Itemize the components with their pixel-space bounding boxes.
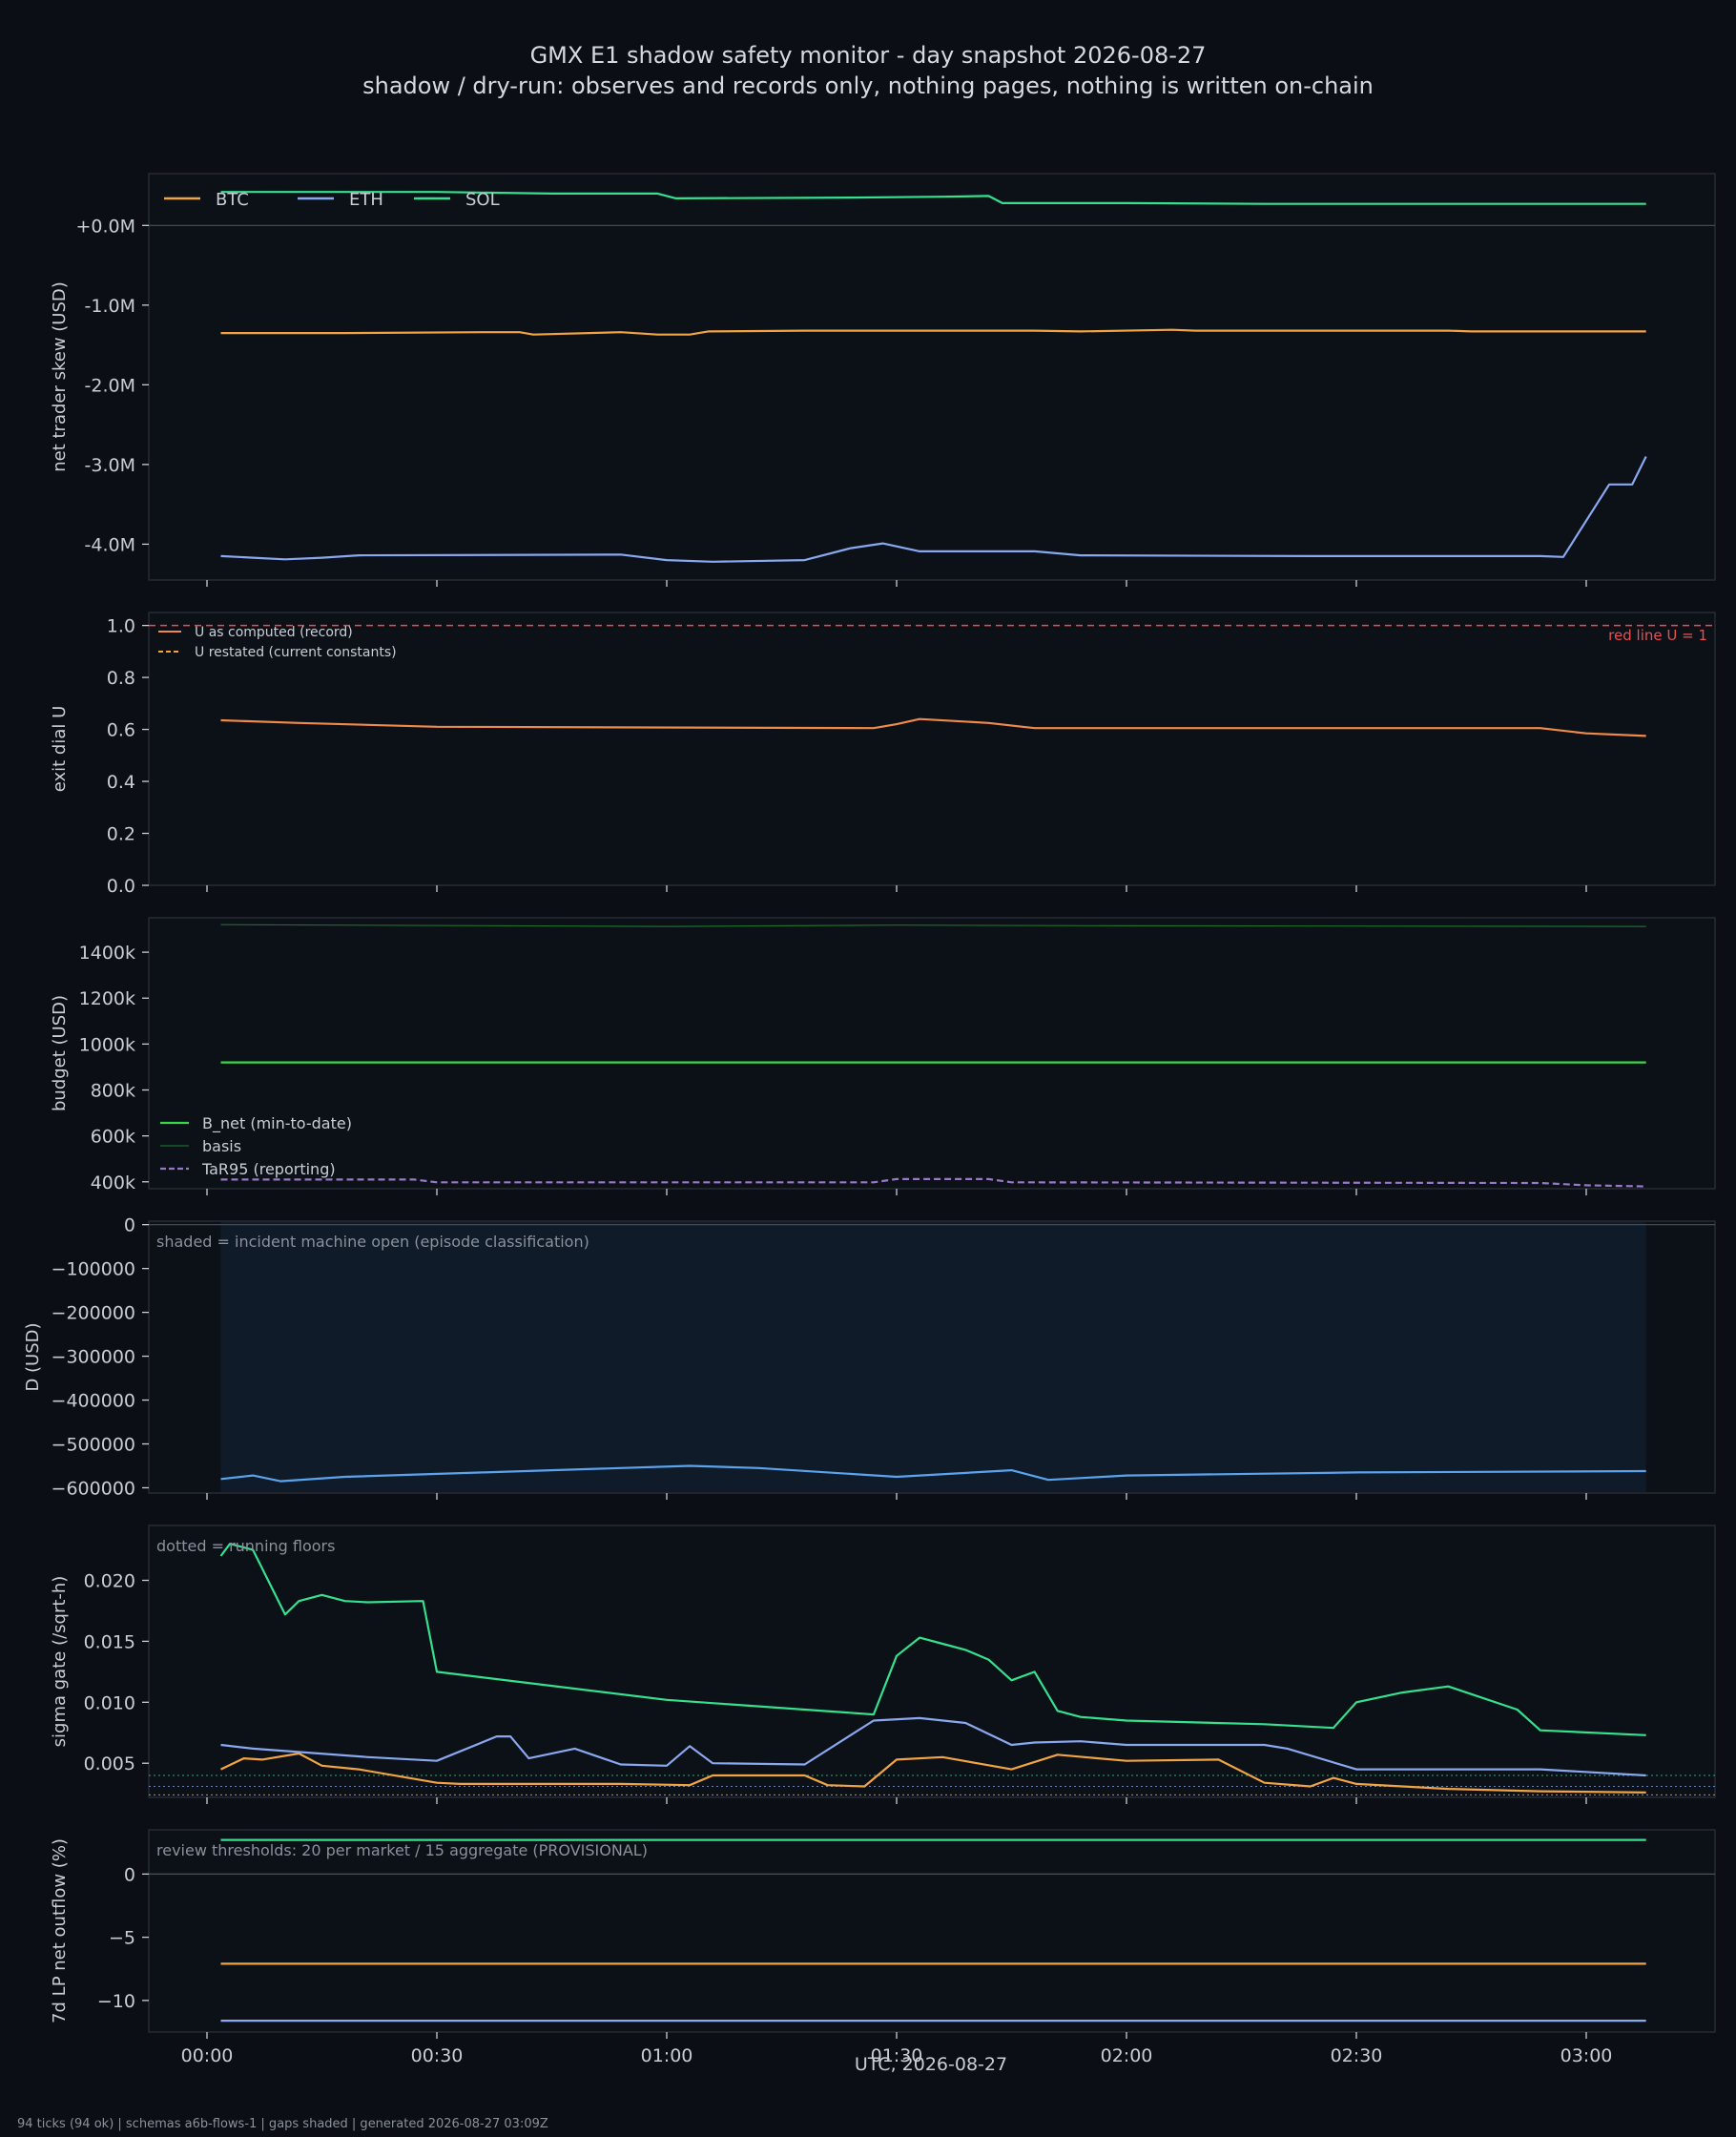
x-axis: 00:00 00:30 01:00 01:30 02:00 02:30 03:00 (181, 2045, 1613, 2066)
chart-subtitle: shadow / dry-run: observes and records o… (362, 73, 1374, 99)
x-tick-label: 00:00 (181, 2045, 234, 2066)
panel-annotation: shaded = incident machine open (episode … (156, 1233, 589, 1251)
panel-4: 0 −100000 −200000 −300000 −400000 −500000 −600… (23, 1215, 1716, 1500)
y-tick-label: 1000k (79, 1034, 135, 1055)
y-tick-label: 400k (91, 1172, 135, 1193)
panel-5: 0.005 0.010 0.015 0.020 sigma gate (/sqrt-h)… (50, 1525, 1716, 1804)
panel-annotation: review thresholds: 20 per market / 15 ag… (156, 1841, 648, 1859)
series-line-btc (220, 1752, 1646, 1794)
y-tick-label: 0.2 (107, 824, 135, 845)
y-axis-label: sigma gate (/sqrt-h) (50, 1576, 70, 1748)
legend-entry: ETH (349, 190, 383, 210)
x-tick-label: 01:00 (641, 2045, 693, 2066)
y-tick-label: 0.015 (84, 1631, 135, 1652)
y-tick-label: -2.0M (85, 375, 135, 396)
x-tick-label: 03:00 (1560, 2045, 1613, 2066)
legend-entry: BTC (216, 190, 249, 210)
series-line-sol (220, 191, 1646, 205)
y-tick-label: −200000 (52, 1303, 135, 1324)
y-tick-label: 1200k (79, 988, 135, 1009)
x-tick-label: 01:30 (871, 2045, 923, 2066)
y-tick-label: +0.0M (75, 216, 135, 237)
panels-group: +0.0M -1.0M -2.0M -3.0M -4.0M net trader skew… (23, 173, 1716, 2039)
y-tick-label: 0.0 (107, 876, 135, 897)
y-tick-label: 0 (124, 1215, 135, 1236)
y-tick-label: -4.0M (85, 534, 135, 555)
y-tick-label: 0.010 (84, 1692, 135, 1713)
y-tick-label: 800k (91, 1081, 135, 1102)
y-axis-label: net trader skew (USD) (50, 281, 70, 472)
y-tick-label: 0.8 (107, 668, 135, 689)
series-line-u (220, 717, 1646, 737)
legend-entry: U restated (current constants) (195, 645, 397, 660)
panel-3: 400k 600k 800k 1000k 1200k 1400k budget (USD) B… (50, 917, 1716, 1195)
panel-annotation: dotted = running floors (156, 1537, 335, 1555)
y-axis-label: 7d LP net outflow (%) (50, 1838, 70, 2023)
panel-frame (148, 1525, 1716, 1798)
series-line-basis (220, 923, 1646, 927)
panel-frame (148, 917, 1716, 1190)
series-line-eth (220, 456, 1647, 563)
panel-1: +0.0M -1.0M -2.0M -3.0M -4.0M net trader skew… (50, 173, 1716, 587)
legend-entry: SOL (465, 190, 500, 210)
y-tick-label: −500000 (52, 1435, 135, 1456)
y-tick-label: 0 (124, 1864, 135, 1885)
panel-frame (148, 1829, 1716, 2033)
series-line-btc (220, 328, 1646, 336)
y-tick-label: -3.0M (85, 455, 135, 476)
y-axis-label: budget (USD) (50, 995, 70, 1111)
incident-shaded-span (220, 1222, 1646, 1492)
y-tick-label: −100000 (52, 1259, 135, 1280)
panel-frame (148, 612, 1716, 886)
series-line-eth (220, 1716, 1646, 1777)
y-tick-label: 0.020 (84, 1571, 135, 1592)
series-line-sol (219, 1543, 1646, 1736)
legend-entry: basis (202, 1137, 241, 1155)
chart-title: GMX E1 shadow safety monitor - day snaps… (530, 42, 1207, 69)
y-tick-label: 0.4 (107, 772, 135, 793)
legend-entry: U as computed (record) (195, 625, 353, 640)
y-tick-label: -1.0M (85, 296, 135, 317)
y-axis-label: exit dial U (50, 706, 70, 793)
series-line-tar95 (220, 1177, 1646, 1188)
legend-entry: B_net (min-to-date) (202, 1114, 352, 1133)
y-tick-label: −5 (109, 1928, 135, 1949)
footer-status: 94 ticks (94 ok) | schemas a6b-flows-1 |… (17, 2117, 548, 2131)
x-tick-label: 00:30 (411, 2045, 464, 2066)
panel-2: 0.0 0.2 0.4 0.6 0.8 1.0 exit dial U red line U … (50, 612, 1716, 897)
y-tick-label: 0.005 (84, 1753, 135, 1774)
x-tick-label: 02:00 (1101, 2045, 1153, 2066)
y-tick-label: −300000 (52, 1347, 135, 1368)
x-axis-label: UTC, 2026-08-27 (855, 2054, 1007, 2075)
y-tick-label: 0.6 (107, 720, 135, 741)
series-line-d (220, 1464, 1646, 1483)
legend-entry: TaR95 (reporting) (201, 1160, 336, 1178)
y-tick-label: −600000 (52, 1478, 135, 1499)
panel-frame (148, 173, 1716, 581)
x-tick-label: 02:30 (1331, 2045, 1383, 2066)
y-tick-label: 1400k (79, 943, 135, 964)
red-line-annotation: red line U = 1 (1608, 627, 1707, 644)
y-tick-label: −400000 (52, 1391, 135, 1412)
y-tick-label: 600k (91, 1127, 135, 1148)
panel-6: 0 −5 −10 7d LP net outflow (%) review thresh… (50, 1829, 1716, 2039)
y-tick-label: 1.0 (107, 616, 135, 637)
y-tick-label: −10 (97, 1991, 135, 2012)
y-axis-label: D (USD) (23, 1322, 43, 1391)
